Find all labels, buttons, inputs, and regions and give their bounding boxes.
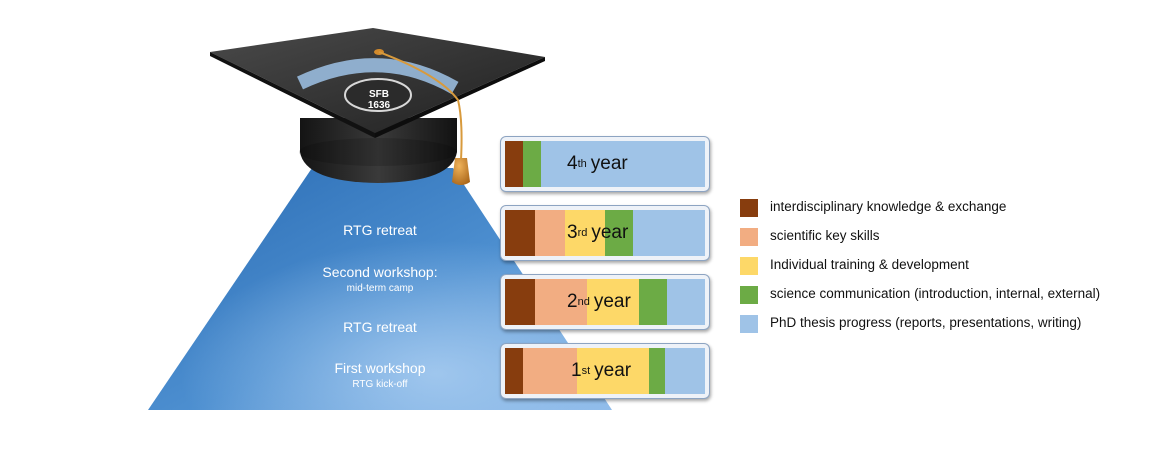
year-suffix: st (581, 365, 591, 377)
milestone-rtg-retreat-lower: RTG retreat (343, 319, 417, 335)
segment-communication (523, 141, 541, 187)
year-number: 1 (571, 360, 582, 381)
year-number: 4 (567, 153, 578, 174)
legend-swatch (740, 199, 758, 217)
year-number: 2 (567, 291, 578, 312)
segment-key_skills (535, 210, 565, 256)
milestone-rtg-retreat-upper: RTG retreat (343, 222, 417, 238)
legend-label: scientific key skills (770, 228, 880, 243)
legend-label: interdisciplinary knowledge & exchange (770, 199, 1007, 214)
cap-emblem-line2: 1636 (368, 100, 391, 111)
segment-interdisciplinary (505, 279, 535, 325)
legend-swatch (740, 286, 758, 304)
cap-emblem-line1: SFB (369, 89, 389, 100)
year-suffix: nd (577, 296, 590, 308)
segment-key_skills (523, 348, 577, 394)
segment-thesis (541, 141, 705, 187)
segment-thesis (667, 279, 705, 325)
legend-swatch (740, 257, 758, 275)
segment-communication (639, 279, 667, 325)
legend-label: PhD thesis progress (reports, presentati… (770, 315, 1082, 330)
graduation-cap-icon (210, 28, 545, 185)
legend-swatch (740, 228, 758, 246)
segment-communication (605, 210, 633, 256)
milestone-first-workshop: First workshop (334, 360, 426, 376)
year-word: year (591, 222, 629, 243)
year-suffix: th (577, 158, 587, 170)
segment-training (577, 348, 649, 394)
year-word: year (590, 153, 628, 174)
legend-label: science communication (introduction, int… (770, 286, 1101, 301)
segment-training (587, 279, 639, 325)
segment-interdisciplinary (505, 210, 535, 256)
year-suffix: rd (577, 227, 588, 239)
milestone-second-workshop: Second workshop: (322, 264, 438, 280)
segment-interdisciplinary (505, 141, 523, 187)
pyramid (148, 168, 612, 410)
segment-thesis (665, 348, 705, 394)
year-bar-3 (505, 210, 705, 256)
year-bar-4 (505, 141, 705, 187)
milestone-second-workshop-subtitle: mid-term camp (346, 283, 414, 294)
segment-key_skills (535, 279, 587, 325)
year-number: 3 (567, 222, 578, 243)
milestone-first-workshop-subtitle: RTG kick-off (352, 379, 408, 390)
year-bar-2 (505, 279, 705, 325)
legend-swatch (740, 315, 758, 333)
legend-label: Individual training & development (770, 257, 969, 272)
segment-thesis (633, 210, 705, 256)
segment-training (565, 210, 605, 256)
segment-communication (649, 348, 665, 394)
year-bar-1 (505, 348, 705, 394)
year-word: year (593, 291, 631, 312)
year-word: year (594, 360, 632, 381)
segment-interdisciplinary (505, 348, 523, 394)
